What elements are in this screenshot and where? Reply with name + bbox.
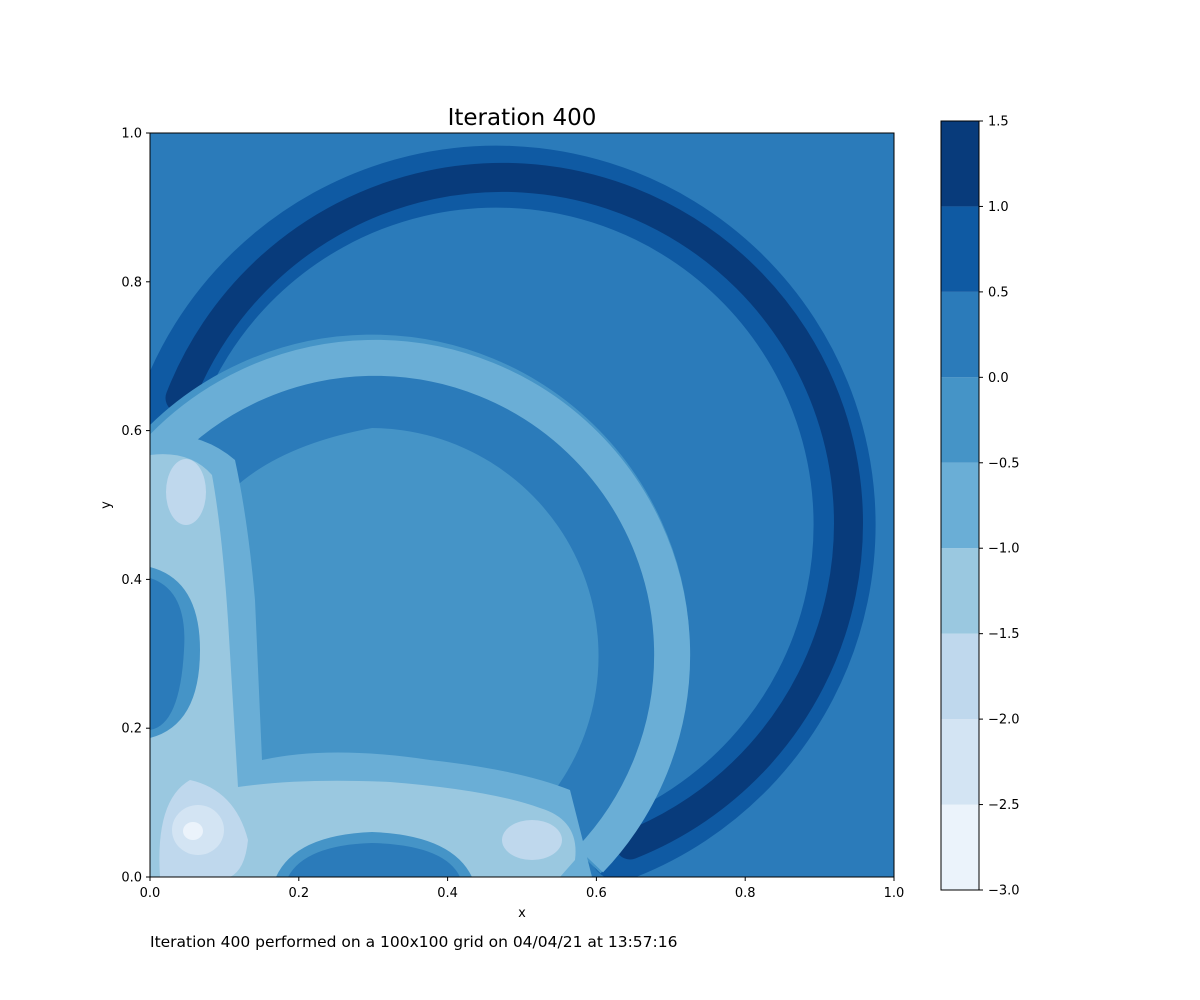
x-tick-label: 0.2 [288, 886, 309, 901]
colorbar-tick-label: −0.5 [988, 456, 1020, 471]
colorbar-tick-label: −3.0 [988, 884, 1020, 899]
colorbar-tick-label: 1.0 [988, 200, 1009, 215]
x-tick-label: 0.8 [735, 886, 756, 901]
x-tick-label: 0.0 [140, 886, 161, 901]
colorbar-band [941, 633, 979, 720]
colorbar-band [941, 462, 979, 549]
colorbar-tick-label: −2.5 [988, 798, 1020, 813]
contour-arc-crest [150, 145, 876, 877]
colorbar-tick-label: 0.0 [988, 371, 1009, 386]
y-tick-label: 0.8 [121, 275, 142, 290]
contour-boundary-bumps [150, 567, 472, 877]
y-axis-label: y [99, 501, 114, 509]
y-tick-label: 0.6 [121, 424, 142, 439]
x-tick-label: 1.0 [884, 886, 905, 901]
left-bump-inner [150, 578, 185, 730]
l-band--1.0-to--0.5 [150, 434, 592, 877]
x-axis-label: x [518, 906, 526, 921]
colorbar-tick-label: 0.5 [988, 285, 1009, 300]
minimum-corner [183, 822, 203, 840]
x-tick-label: 0.4 [437, 886, 458, 901]
trough-band--1.0-to--0.5 [150, 339, 691, 873]
minimum-bottom [502, 820, 562, 860]
contour-arc-trough [150, 334, 691, 874]
colorbar-band [941, 804, 979, 890]
y-tick-label: 0.0 [121, 871, 142, 886]
colorbar-band [941, 206, 979, 292]
colorbar-band [941, 719, 979, 805]
colorbar-tick-label: −2.0 [988, 713, 1020, 728]
bottom-bump-inner [288, 843, 460, 877]
minimum-left [166, 459, 206, 525]
colorbar-band [941, 377, 979, 463]
chart-title: Iteration 400 [448, 105, 597, 131]
contour-plot-area [149, 132, 895, 878]
colorbar-band [941, 291, 979, 378]
colorbar-band [941, 548, 979, 634]
colorbar-frame [940, 120, 980, 891]
plot-frame [149, 132, 895, 878]
colorbar-tick-label: −1.0 [988, 542, 1020, 557]
trough-disk-interior [232, 428, 599, 790]
iteration-caption: Iteration 400 performed on a 100x100 gri… [150, 933, 678, 951]
colorbar-band [941, 121, 979, 207]
contour-l-trough [150, 434, 592, 877]
arc-band-1.0-to-1.5 [165, 162, 863, 860]
y-tick-label: 0.2 [121, 722, 142, 737]
colorbar: −3.0 −2.5 −2.0 −1.5 −1.0 −0.5 0.0 0.5 1.0 1.5 [940, 115, 1020, 899]
x-tick-label: 0.6 [586, 886, 607, 901]
y-axis-ticks: 0.0 0.2 0.4 0.6 0.8 1.0 [121, 127, 150, 886]
y-tick-label: 0.4 [121, 573, 142, 588]
y-tick-label: 1.0 [121, 127, 142, 142]
x-axis-ticks: 0.0 0.2 0.4 0.6 0.8 1.0 [140, 877, 905, 901]
colorbar-tick-label: 1.5 [988, 115, 1009, 130]
colorbar-tick-label: −1.5 [988, 627, 1020, 642]
